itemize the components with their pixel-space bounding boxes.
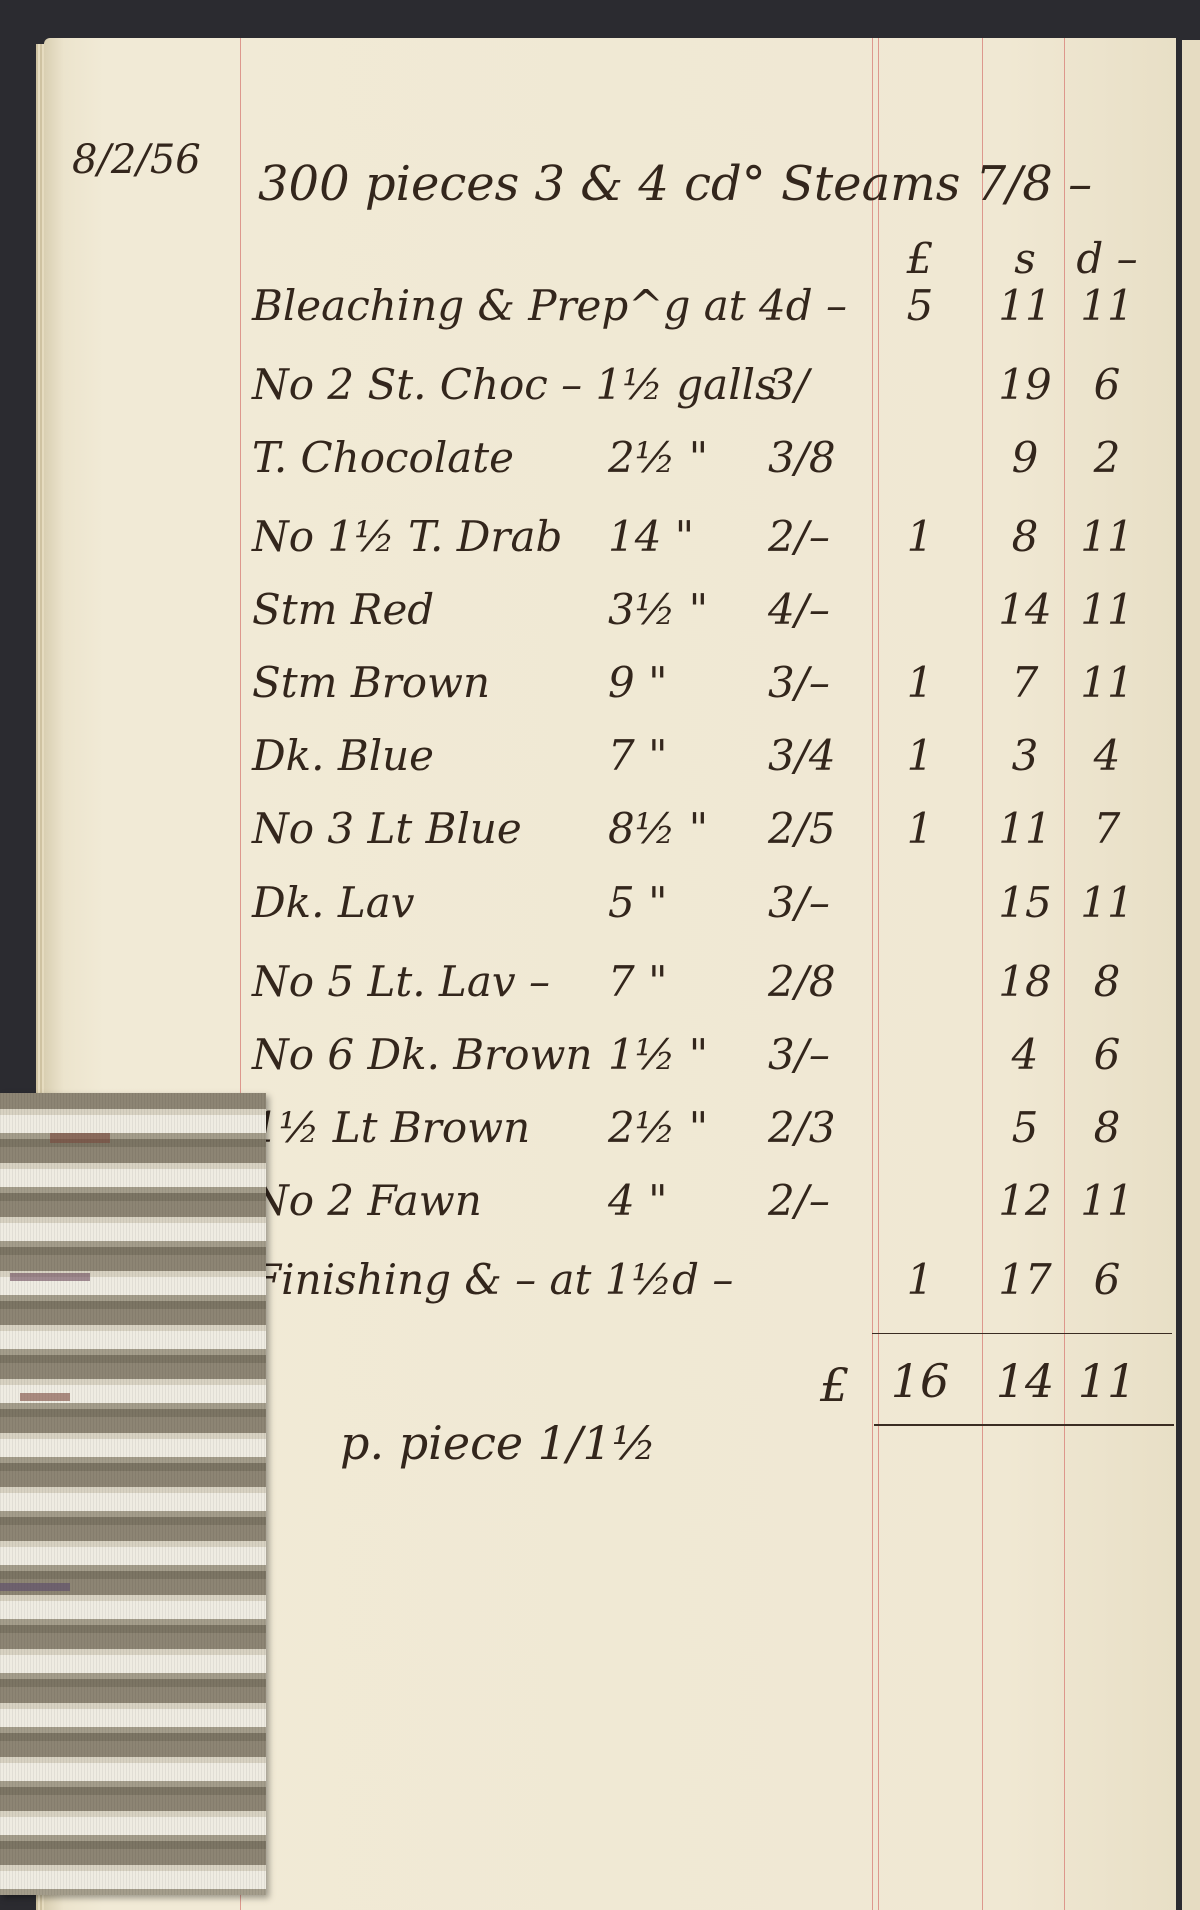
row-rate: 2/–: [768, 1176, 830, 1225]
row-rate: 3/–: [768, 1030, 830, 1079]
row-pounds: 1: [906, 804, 934, 853]
row-shillings: 17: [998, 1255, 1052, 1304]
row-pence: 4: [1093, 731, 1121, 780]
row-description: No 2 Fawn: [252, 1176, 482, 1225]
row-pence: 11: [1080, 878, 1134, 927]
row-rate: 2/8: [768, 957, 836, 1006]
row-pounds: 1: [906, 512, 934, 561]
row-shillings: 19: [998, 360, 1052, 409]
row-rate: 3/8: [768, 433, 836, 482]
row-quantity: 7 ": [608, 731, 668, 780]
sum-line: [872, 1333, 1172, 1334]
row-pence: 8: [1093, 957, 1121, 1006]
row-rate: 4/–: [768, 585, 830, 634]
row-pence: 6: [1093, 360, 1121, 409]
row-pence: 6: [1093, 1030, 1121, 1079]
row-shillings: 4: [1011, 1030, 1039, 1079]
row-quantity: 2½ ": [608, 433, 709, 482]
row-rate: 3/: [768, 360, 809, 409]
row-quantity: 2½ ": [608, 1103, 709, 1152]
row-shillings: 8: [1011, 512, 1039, 561]
row-description: Stm Red: [252, 585, 435, 634]
row-shillings: 15: [998, 878, 1052, 927]
row-shillings: 9: [1011, 433, 1039, 482]
row-pence: 6: [1093, 1255, 1121, 1304]
row-description: Bleaching & Prep^g at 4d –: [252, 281, 847, 330]
row-description: 1½ Lt Brown: [252, 1103, 531, 1152]
row-description: Finishing & – at 1½d –: [252, 1255, 734, 1304]
row-description: No 5 Lt. Lav –: [252, 957, 550, 1006]
footnote: p. piece 1/1½: [340, 1416, 657, 1470]
row-pounds: 5: [906, 281, 934, 330]
shillings-column-rule: [982, 38, 983, 1910]
row-quantity: 1½ ": [608, 1030, 709, 1079]
row-quantity: 7 ": [608, 957, 668, 1006]
row-shillings: 11: [998, 281, 1052, 330]
facing-page-edge: [1182, 40, 1200, 1910]
total-shillings: 14: [995, 1354, 1055, 1408]
shillings-heading: s: [1014, 234, 1036, 283]
row-quantity: 9 ": [608, 658, 668, 707]
row-rate: 3/4: [768, 731, 836, 780]
row-quantity: 4 ": [608, 1176, 668, 1225]
row-shillings: 12: [998, 1176, 1052, 1225]
row-pence: 8: [1093, 1103, 1121, 1152]
fabric-swatch: [0, 1093, 266, 1895]
row-pounds: 1: [906, 1255, 934, 1304]
row-description: Stm Brown: [252, 658, 491, 707]
pence-heading: d –: [1076, 234, 1138, 283]
row-description: T. Chocolate: [252, 433, 515, 482]
total-pounds: 16: [890, 1354, 950, 1408]
row-pence: 11: [1080, 1176, 1134, 1225]
row-pence: 11: [1080, 281, 1134, 330]
pounds-column-rule: [872, 38, 873, 1910]
row-shillings: 5: [1011, 1103, 1039, 1152]
total-currency-symbol: £: [820, 1358, 850, 1412]
row-quantity: 5 ": [608, 878, 668, 927]
row-quantity: 3½ ": [608, 585, 709, 634]
row-rate: 2/5: [768, 804, 836, 853]
total-double-line: [874, 1424, 1174, 1426]
row-shillings: 11: [998, 804, 1052, 853]
entry-header: 300 pieces 3 & 4 cd° Steams 7/8 –: [258, 156, 1093, 212]
row-description: No 6 Dk. Brown: [252, 1030, 593, 1079]
entry-date: 8/2/56: [72, 137, 201, 183]
swatch-fleck: [20, 1393, 70, 1401]
row-description: No 3 Lt Blue: [252, 804, 522, 853]
row-rate: 2/–: [768, 512, 830, 561]
row-description: Dk. Blue: [252, 731, 435, 780]
row-pence: 11: [1080, 585, 1134, 634]
row-pence: 11: [1080, 658, 1134, 707]
row-pounds: 1: [906, 731, 934, 780]
swatch-fleck: [10, 1273, 90, 1281]
row-shillings: 18: [998, 957, 1052, 1006]
row-pence: 7: [1093, 804, 1121, 853]
pence-column-rule: [1064, 38, 1065, 1910]
total-pence: 11: [1077, 1354, 1137, 1408]
swatch-fleck: [0, 1583, 70, 1591]
row-pence: 11: [1080, 512, 1134, 561]
row-shillings: 14: [998, 585, 1052, 634]
row-pence: 2: [1093, 433, 1121, 482]
row-quantity: 14 ": [608, 512, 695, 561]
row-rate: 2/3: [768, 1103, 836, 1152]
row-description: Dk. Lav: [252, 878, 415, 927]
row-description: No 2 St. Choc – 1½ galls: [252, 360, 777, 409]
row-description: No 1½ T. Drab: [252, 512, 563, 561]
row-shillings: 3: [1011, 731, 1039, 780]
pounds-column-rule-inner: [878, 38, 879, 1910]
row-pounds: 1: [906, 658, 934, 707]
row-quantity: 8½ ": [608, 804, 709, 853]
row-rate: 3/–: [768, 658, 830, 707]
margin-rule: [240, 38, 241, 1910]
pounds-heading: £: [906, 234, 934, 283]
row-shillings: 7: [1011, 658, 1039, 707]
row-rate: 3/–: [768, 878, 830, 927]
swatch-fleck: [50, 1133, 110, 1143]
